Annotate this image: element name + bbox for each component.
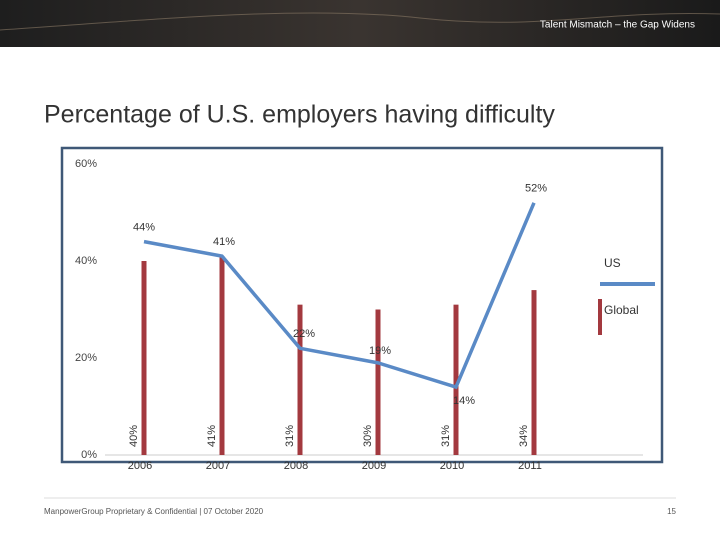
line-value-label: 44% xyxy=(133,222,155,234)
header-text: Talent Mismatch – the Gap Widens xyxy=(540,20,695,31)
bar-value-label: 41% xyxy=(206,425,218,447)
bar-value-label: 31% xyxy=(284,425,296,447)
bar-value-label: 31% xyxy=(440,425,452,447)
bar-value-label: 34% xyxy=(518,425,530,447)
x-tick-label: 2006 xyxy=(128,460,152,472)
legend-label: Global xyxy=(604,303,639,317)
x-tick-label: 2011 xyxy=(518,460,542,472)
footer-text: ManpowerGroup Proprietary & Confidential… xyxy=(44,507,264,516)
line-value-label: 41% xyxy=(213,236,235,248)
bar xyxy=(531,290,537,455)
header-bar xyxy=(0,0,720,47)
line xyxy=(143,202,536,390)
line-value-label: 22% xyxy=(293,328,315,340)
page-number: 15 xyxy=(667,507,676,516)
y-tick-label: 20% xyxy=(75,352,97,364)
legend-swatch xyxy=(598,299,602,335)
y-tick-label: 0% xyxy=(81,449,97,461)
x-tick-label: 2010 xyxy=(440,460,464,472)
bar xyxy=(375,309,381,455)
y-tick-label: 40% xyxy=(75,255,97,267)
x-tick-label: 2007 xyxy=(206,460,230,472)
line-value-label: 19% xyxy=(369,345,391,357)
bar xyxy=(219,256,225,455)
bar-value-label: 40% xyxy=(128,425,140,447)
bar xyxy=(141,261,147,455)
bar-value-label: 30% xyxy=(362,425,374,447)
y-tick-label: 60% xyxy=(75,158,97,170)
x-tick-label: 2008 xyxy=(284,460,308,472)
chart-frame xyxy=(60,146,664,464)
bar xyxy=(297,304,303,455)
x-tick-label: 2009 xyxy=(362,460,386,472)
line-value-label: 14% xyxy=(453,395,475,407)
legend-label: US xyxy=(604,256,621,270)
bar xyxy=(453,304,459,455)
line-value-label: 52% xyxy=(525,183,547,195)
header-swoosh xyxy=(0,12,720,31)
slide-title: Percentage of U.S. employers having diff… xyxy=(44,101,555,129)
